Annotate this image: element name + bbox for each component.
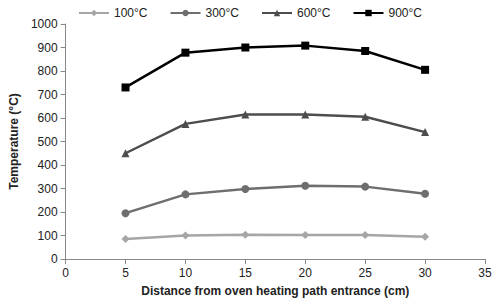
svg-text:Distance from oven heating pat: Distance from oven heating path entrance… <box>141 284 409 298</box>
svg-text:900°C: 900°C <box>388 6 422 20</box>
svg-text:Temperature (°C): Temperature (°C) <box>7 93 21 190</box>
svg-text:100°C: 100°C <box>114 6 148 20</box>
svg-text:10: 10 <box>179 266 193 280</box>
svg-text:0: 0 <box>51 252 58 266</box>
svg-text:30: 30 <box>418 266 432 280</box>
svg-text:1000: 1000 <box>31 17 58 31</box>
svg-text:20: 20 <box>299 266 313 280</box>
svg-text:700: 700 <box>38 88 58 102</box>
svg-text:500: 500 <box>38 135 58 149</box>
svg-text:300: 300 <box>38 182 58 196</box>
svg-text:15: 15 <box>239 266 253 280</box>
svg-text:5: 5 <box>122 266 129 280</box>
svg-text:25: 25 <box>358 266 372 280</box>
svg-text:0: 0 <box>62 266 69 280</box>
svg-text:300°C: 300°C <box>206 6 240 20</box>
svg-text:900: 900 <box>38 41 58 55</box>
svg-text:600°C: 600°C <box>297 6 331 20</box>
svg-text:800: 800 <box>38 64 58 78</box>
svg-text:35: 35 <box>478 266 492 280</box>
svg-text:400: 400 <box>38 158 58 172</box>
svg-text:200: 200 <box>38 205 58 219</box>
svg-text:100: 100 <box>38 229 58 243</box>
svg-text:600: 600 <box>38 111 58 125</box>
